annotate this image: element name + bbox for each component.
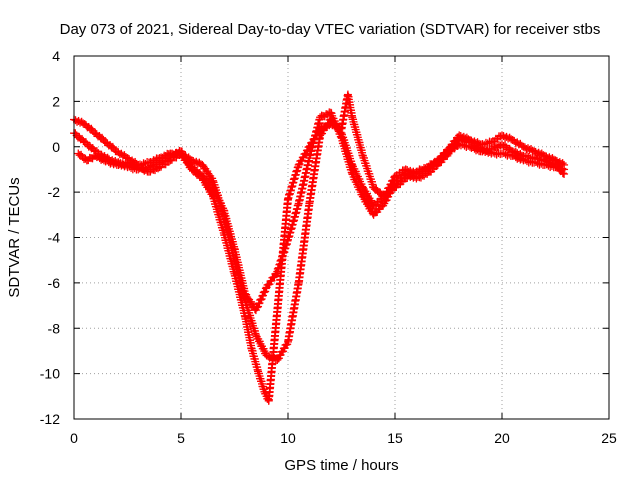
x-tick-labels: 0 5 10 15 20 25 bbox=[70, 430, 617, 446]
y-tick-label: -8 bbox=[48, 320, 61, 336]
point-track-3 bbox=[560, 169, 569, 178]
axis-ticks bbox=[73, 55, 610, 420]
point-track-3 bbox=[177, 149, 185, 158]
y-tick-label: -6 bbox=[48, 275, 61, 291]
point-track-3 bbox=[294, 160, 303, 169]
x-tick-label: 15 bbox=[387, 430, 403, 446]
data-points bbox=[70, 90, 569, 405]
x-tick-label: 5 bbox=[177, 430, 185, 446]
x-tick-label: 25 bbox=[601, 430, 617, 446]
point-track-2 bbox=[272, 269, 281, 278]
point-track-2 bbox=[336, 132, 345, 141]
point-track-3 bbox=[558, 169, 567, 178]
y-tick-label: -2 bbox=[48, 184, 61, 200]
point-track-3 bbox=[305, 142, 314, 151]
point-track-3 bbox=[198, 174, 207, 183]
x-tick-label: 20 bbox=[494, 430, 510, 446]
y-tick-label: 2 bbox=[52, 93, 60, 109]
chart-title: Day 073 of 2021, Sidereal Day-to-day VTE… bbox=[60, 21, 601, 38]
x-tick-label: 10 bbox=[280, 430, 296, 446]
y-tick-label: 0 bbox=[52, 139, 60, 155]
y-axis-label: SDTVAR / TECUs bbox=[6, 177, 23, 297]
y-tick-label: -12 bbox=[40, 411, 60, 427]
y-tick-label: -4 bbox=[48, 230, 61, 246]
y-tick-labels: -12 -10 -8 -6 -4 -2 0 2 4 bbox=[40, 48, 60, 427]
point-track-3 bbox=[483, 146, 492, 155]
x-tick-label: 0 bbox=[70, 430, 78, 446]
point-track-1 bbox=[483, 139, 492, 148]
y-tick-label: 4 bbox=[52, 48, 60, 64]
grid bbox=[74, 56, 609, 419]
x-axis-label: GPS time / hours bbox=[284, 457, 398, 474]
y-tick-label: -10 bbox=[40, 366, 60, 382]
